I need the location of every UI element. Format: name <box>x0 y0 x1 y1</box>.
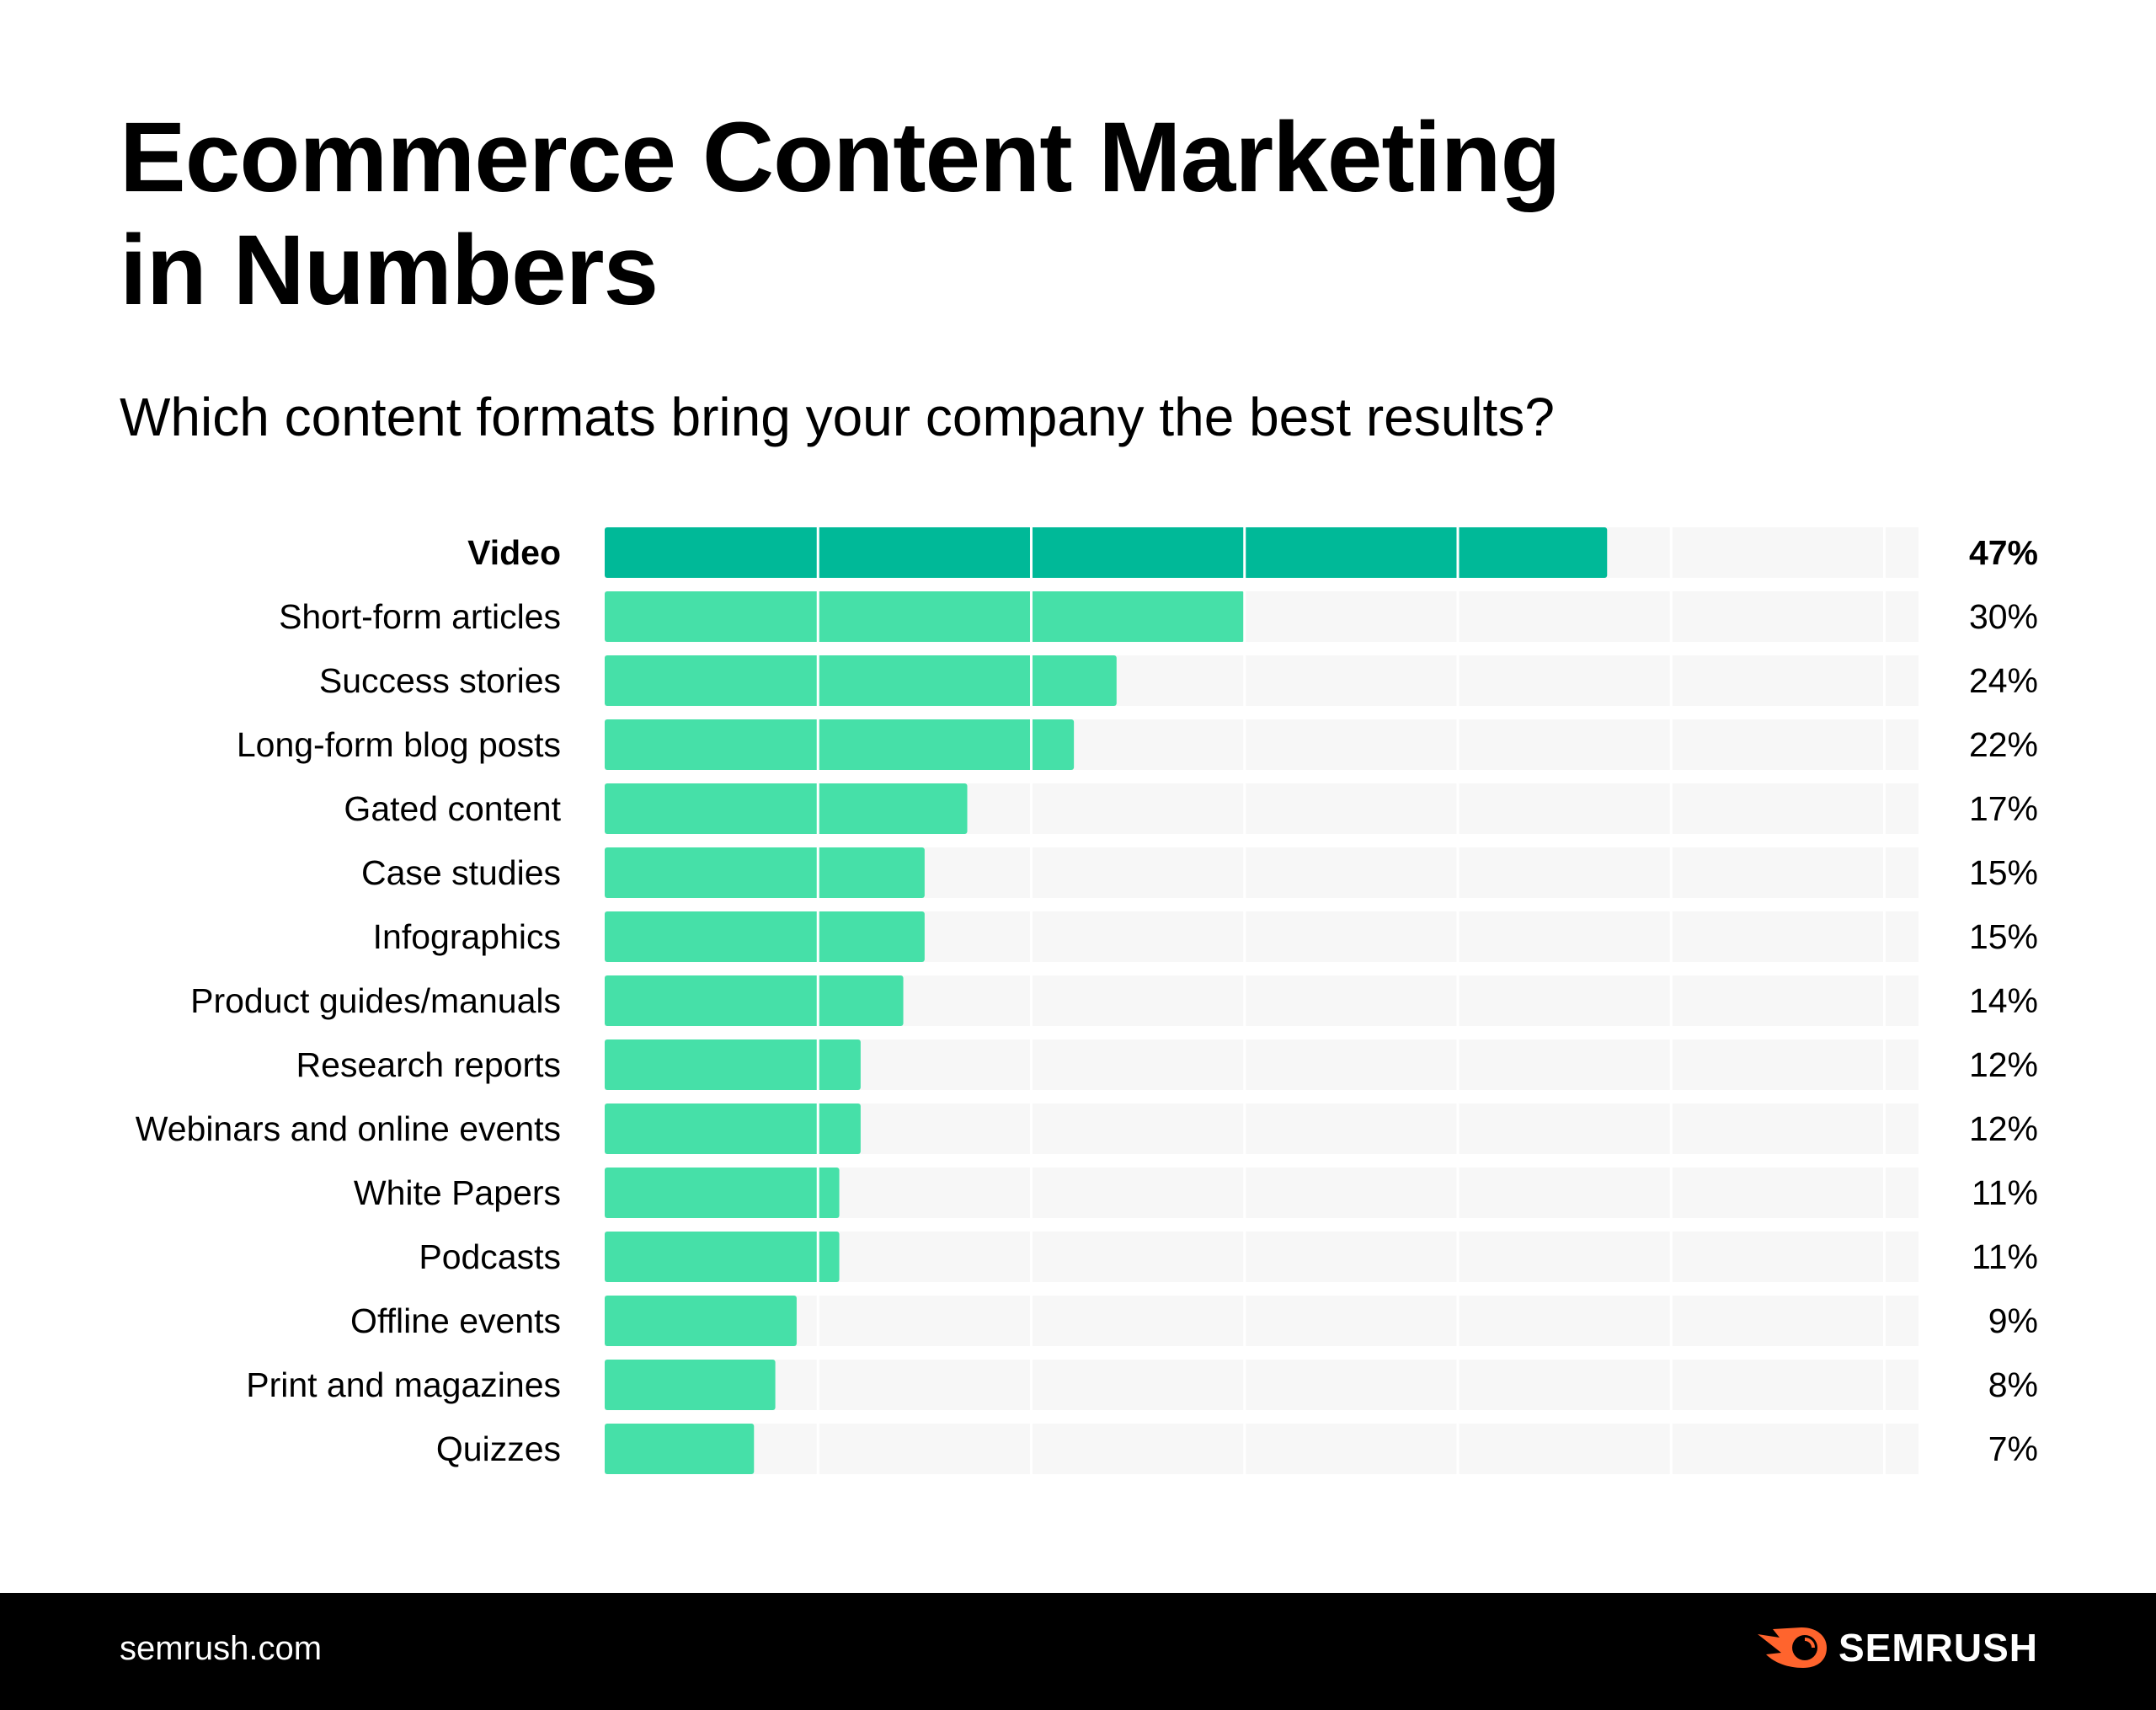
bar <box>605 911 925 962</box>
bar-chart: Video 47% Short-form articles 30% Success st… <box>136 527 2038 1474</box>
value-label: 7% <box>1988 1429 2038 1468</box>
logo-text: SEMRUSH <box>1838 1626 2038 1670</box>
page-title: Ecommerce Content Marketing in Numbers <box>120 102 1561 326</box>
value-label: 12% <box>1969 1045 2038 1084</box>
value-label: 15% <box>1969 853 2038 892</box>
semrush-fireball-icon <box>1757 1627 1827 1668</box>
bar <box>605 975 904 1026</box>
category-label: Short-form articles <box>279 597 561 636</box>
category-label: Success stories <box>319 661 561 700</box>
category-label: Research reports <box>296 1045 561 1084</box>
value-label: 14% <box>1969 981 2038 1020</box>
value-label: 12% <box>1969 1109 2038 1148</box>
category-label: Video <box>467 533 561 572</box>
category-label: White Papers <box>354 1173 561 1212</box>
category-label: Long-form blog posts <box>237 725 561 764</box>
footer: semrush.com SEMRUSH <box>0 1593 2156 1710</box>
value-label: 17% <box>1969 789 2038 828</box>
chart-question: Which content formats bring your company… <box>120 387 1555 447</box>
bar <box>605 1296 797 1346</box>
category-label: Case studies <box>361 853 561 892</box>
bar <box>605 783 968 834</box>
value-label: 24% <box>1969 661 2038 700</box>
bar <box>605 719 1075 770</box>
category-label: Print and magazines <box>246 1365 561 1404</box>
bar <box>605 1424 755 1474</box>
value-label: 8% <box>1988 1365 2038 1404</box>
bar-track <box>605 1360 1919 1410</box>
bar <box>605 1103 861 1154</box>
category-label: Gated content <box>344 789 561 828</box>
value-label: 30% <box>1969 597 2038 636</box>
value-label: 11% <box>1972 1173 2038 1212</box>
bar <box>605 847 925 898</box>
category-label: Webinars and online events <box>136 1109 561 1148</box>
category-label: Podcasts <box>419 1237 561 1276</box>
bar <box>605 1232 840 1282</box>
value-label: 22% <box>1969 725 2038 764</box>
bar-track <box>605 1296 1919 1346</box>
bar <box>605 527 1608 578</box>
bar <box>605 1360 776 1410</box>
category-label: Infographics <box>373 917 561 956</box>
bar-track <box>605 1424 1919 1474</box>
category-label: Product guides/manuals <box>190 981 561 1020</box>
bar <box>605 655 1117 706</box>
category-label: Offline events <box>350 1301 561 1340</box>
value-label: 47% <box>1969 533 2038 572</box>
bar <box>605 591 1245 642</box>
value-label: 11% <box>1972 1237 2038 1276</box>
bar <box>605 1039 861 1090</box>
value-label: 9% <box>1988 1301 2038 1340</box>
site-url: semrush.com <box>120 1630 323 1667</box>
semrush-logo: SEMRUSH <box>1757 1625 2038 1670</box>
bar <box>605 1168 840 1218</box>
value-label: 15% <box>1969 917 2038 956</box>
category-label: Quizzes <box>436 1429 561 1468</box>
